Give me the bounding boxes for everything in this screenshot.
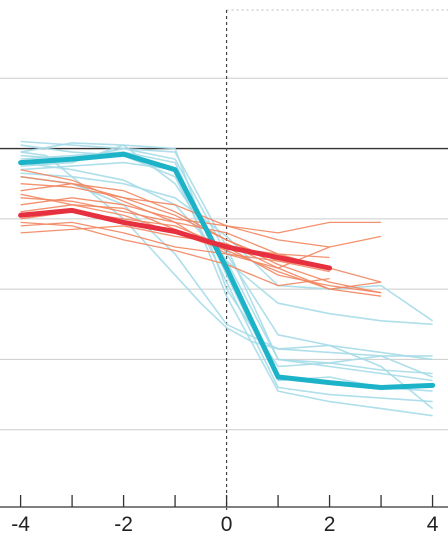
x-tick-label: 0: [221, 513, 233, 536]
thin-blue-series-line: [20, 161, 433, 417]
thin-blue-series-group: [20, 140, 434, 417]
thin-red-series-line: [20, 221, 330, 287]
blue-mean-line: [18, 151, 436, 390]
mean-series-group: [18, 151, 436, 390]
thin-blue-series-line: [20, 144, 433, 403]
red-mean-line: [18, 207, 333, 271]
x-tick-label: -4: [11, 513, 30, 536]
x-axis: -4 -2 0 2 4: [0, 495, 448, 536]
thin-blue-series-line: [20, 161, 433, 326]
thin-blue-series-line: [20, 172, 434, 322]
thin-blue-series-line: [20, 142, 433, 378]
gridlines: [0, 9, 448, 510]
x-tick-label: 2: [324, 513, 336, 536]
thin-red-series-line: [20, 183, 330, 273]
x-tick-label: -2: [114, 513, 133, 536]
x-tick-label: 4: [427, 513, 439, 536]
thin-blue-series-line: [20, 175, 433, 357]
thin-blue-series-line: [20, 151, 433, 361]
